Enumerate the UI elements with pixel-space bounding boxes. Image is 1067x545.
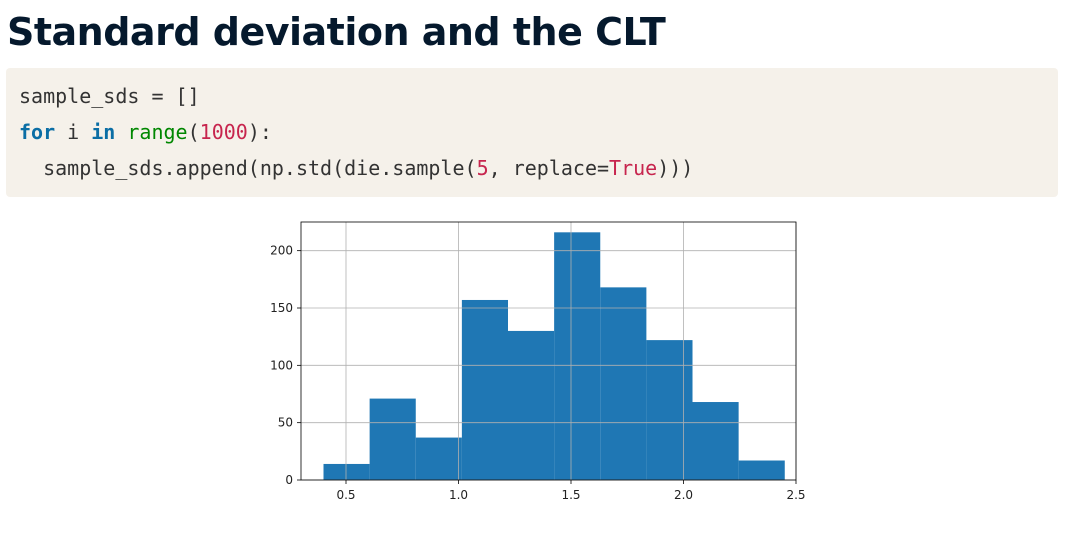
code-constant-true: True — [609, 156, 658, 180]
histogram-bar — [461, 299, 508, 480]
histogram-bar — [738, 460, 785, 480]
histogram-bar — [415, 437, 462, 480]
x-tick-label: 1.0 — [449, 488, 468, 502]
x-tick-label: 0.5 — [336, 488, 355, 502]
plot-frame — [300, 221, 797, 481]
code-paren-open: ( — [187, 120, 200, 144]
y-tick-label: 100 — [270, 358, 293, 372]
histogram-chart: 0.5 1.0 1.5 2.0 2.5 0 50 100 150 200 — [0, 200, 1067, 520]
histogram-bar — [554, 232, 601, 480]
y-tick-label: 150 — [270, 301, 293, 315]
histogram-bar — [323, 463, 370, 480]
y-tick-label: 50 — [278, 416, 293, 430]
code-block: sample_sds = [] for i in range(1000): sa… — [6, 68, 1058, 197]
histogram-bar — [508, 330, 555, 480]
code-space — [115, 120, 127, 144]
histogram-bar — [600, 287, 647, 480]
code-paren-close: ): — [247, 120, 272, 144]
code-text: sample_sds.append(np.std(die.sample( — [19, 156, 477, 180]
page-title: Standard deviation and the CLT — [7, 10, 666, 54]
code-text: , replace= — [488, 156, 610, 180]
histogram-bar — [369, 398, 416, 480]
code-keyword-for: for — [19, 120, 56, 144]
y-tick-label: 0 — [285, 473, 293, 487]
code-line-1: sample_sds = [] — [19, 82, 1058, 118]
code-builtin-range: range — [127, 120, 188, 144]
histogram-bar — [646, 340, 693, 480]
x-tick-label: 1.5 — [561, 488, 580, 502]
code-number: 5 — [476, 156, 489, 180]
code-variable: i — [55, 120, 92, 144]
y-tick-label: 200 — [270, 244, 293, 258]
code-text: ))) — [657, 156, 694, 180]
x-tick-label: 2.5 — [786, 488, 805, 502]
code-line-3: sample_sds.append(np.std(die.sample(5, r… — [19, 154, 1058, 190]
histogram-bar — [692, 402, 739, 480]
code-keyword-in: in — [91, 120, 116, 144]
histogram-svg: 0.5 1.0 1.5 2.0 2.5 0 50 100 150 200 — [270, 221, 806, 502]
code-line-2: for i in range(1000): — [19, 118, 1058, 154]
code-number: 1000 — [199, 120, 248, 144]
x-tick-label: 2.0 — [674, 488, 693, 502]
code-text: sample_sds = [] — [19, 84, 200, 108]
